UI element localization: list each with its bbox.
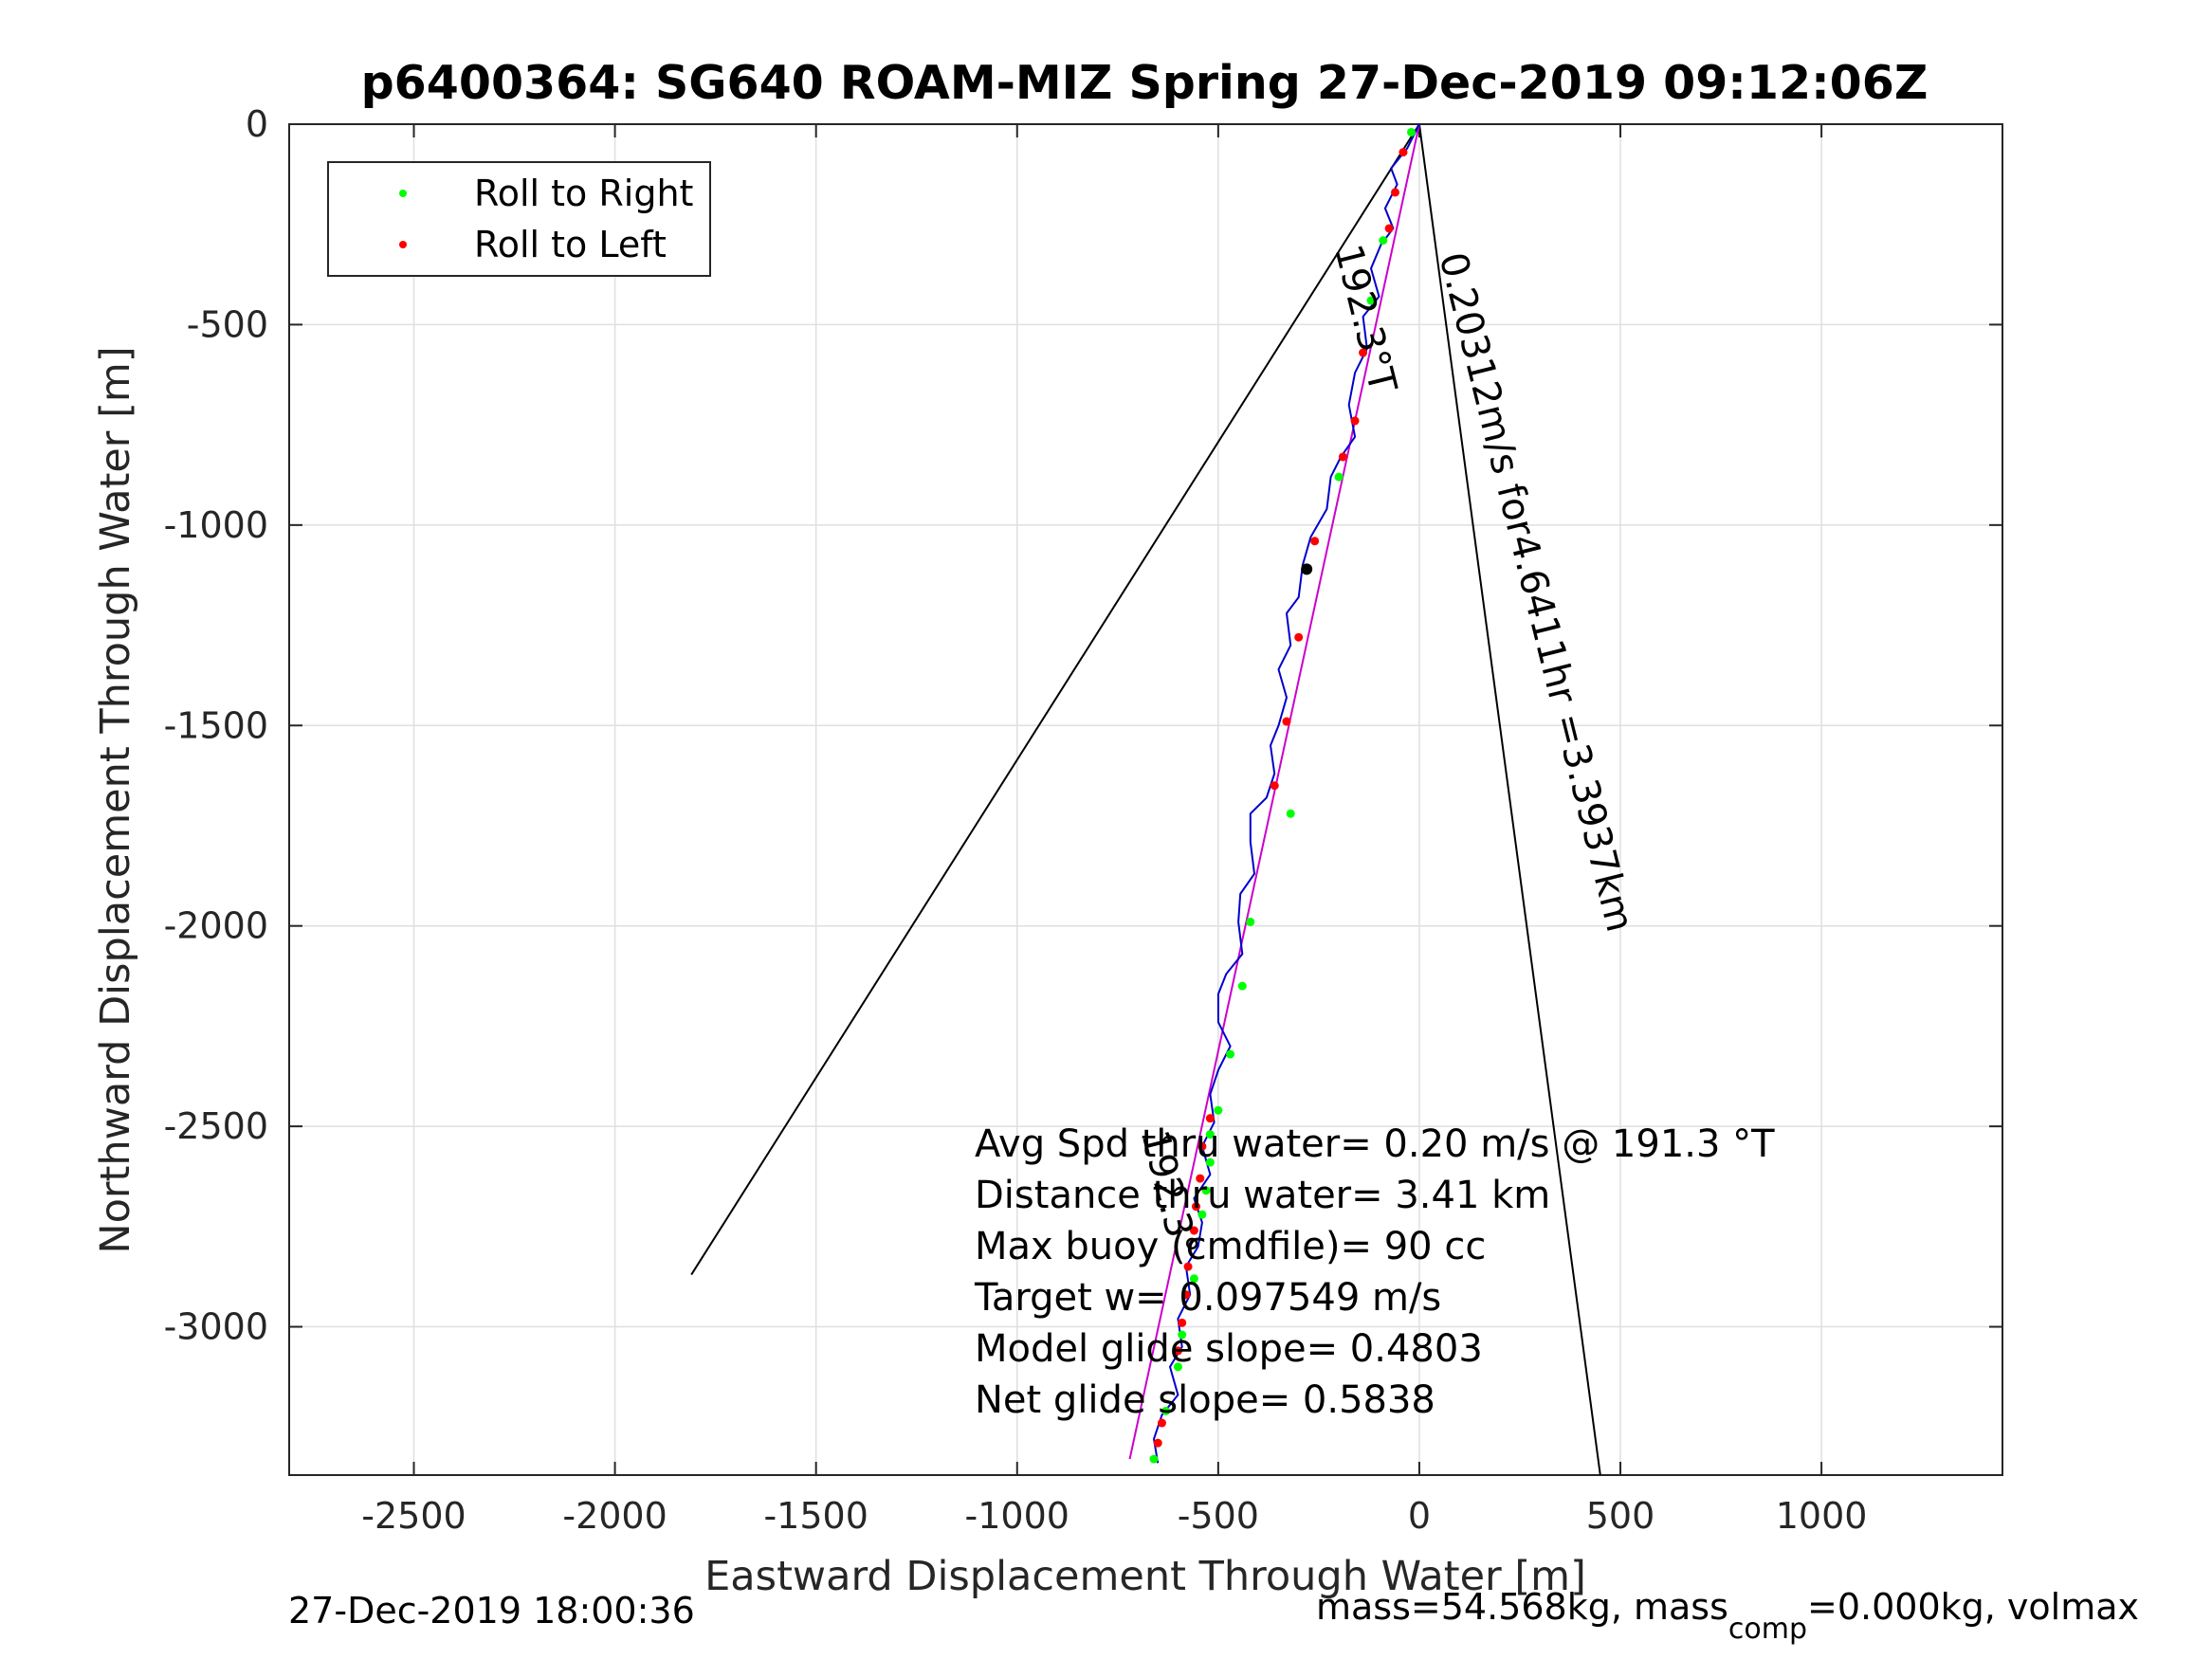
footer-timestamp: 27-Dec-2019 18:00:36 [288,1590,695,1632]
x-tick-label: -2500 [361,1495,466,1537]
heading-line [1128,123,1420,1460]
roll-left-point [1189,1226,1198,1235]
y-tick-label: -1500 [164,704,268,746]
roll-left-point [1384,224,1394,233]
x-tick-label: -500 [1178,1495,1259,1537]
roll-left-point [1205,1114,1215,1123]
roll-left-points [1153,148,1408,1448]
roll-right-point [1178,1330,1187,1340]
annotation-label: 192.3°T [1325,240,1404,397]
y-axis-label: Northward Displacement Through Water [m] [92,346,139,1253]
dive-marker [1301,563,1313,575]
roll-left-point [1196,1174,1205,1183]
roll-left-point [1181,1290,1191,1300]
y-tick-label: -500 [187,303,268,345]
roll-right-point [1205,1130,1215,1139]
roll-right-point [1173,1362,1182,1372]
roll-right-point [1334,472,1344,482]
y-tick-label: -2000 [164,905,268,947]
y-tick-label: -3000 [164,1306,268,1348]
roll-left-point [1270,781,1279,791]
stat-line: Model glide slope= 0.4803 [975,1327,1483,1371]
roll-left-point [1359,348,1368,357]
y-tick-label: -2500 [164,1105,268,1147]
wedge-lines [690,123,1601,1476]
footer-mass-text: mass=54.568kg, mass [1316,1586,1728,1628]
roll-right-points [1149,127,1416,1464]
roll-left-point [1338,452,1347,462]
x-tick-label: 0 [1408,1495,1431,1537]
x-tick-label: -1500 [763,1495,868,1537]
footer-mass-rest: =0.000kg, volmax [1807,1586,2139,1628]
legend-marker-roll-left [399,241,407,248]
roll-left-point [1183,1262,1193,1271]
y-tick-label: -1000 [164,504,268,546]
wedge-line [1417,123,1601,1476]
x-tick-label: -1000 [965,1495,1069,1537]
legend-label-roll-right: Roll to Right [474,173,693,214]
stat-line: Net glide slope= 0.5838 [975,1378,1435,1422]
roll-left-point [1390,188,1399,197]
stats-block: Avg Spd thru water= 0.20 m/s @ 191.3 °T … [974,1122,1775,1422]
roll-right-point [1237,981,1247,991]
legend: Roll to Right Roll to Left [327,161,711,277]
stat-line: Avg Spd thru water= 0.20 m/s @ 191.3 °T [975,1122,1775,1166]
x-ticks: -2500 -2000 -1500 -1000 -500 0 500 1000 [361,124,1867,1537]
roll-left-point [1294,632,1304,642]
x-tick-label: 1000 [1776,1495,1868,1537]
roll-left-point [1157,1418,1166,1428]
x-axis-label: Eastward Displacement Through Water [m] [704,1553,1586,1600]
track-path [1152,123,1420,1464]
roll-right-point [1286,809,1295,818]
track-line [1152,123,1420,1464]
roll-left-point [1178,1318,1187,1327]
roll-right-point [1205,1158,1215,1167]
annotation-label: 0.20312m/s for4.6411hr =3.3937km [1430,248,1641,937]
roll-right-point [1246,917,1255,926]
stat-line: Max buoy (cmdfile)= 90 cc [975,1225,1486,1268]
roll-left-point [1310,537,1320,546]
roll-left-point [1192,1202,1201,1212]
roll-right-point [1189,1274,1198,1284]
dive-marker-point [1301,563,1313,575]
legend-marker-roll-right [399,190,407,197]
y-ticks: 0 -500 -1000 -1500 -2000 -2500 -3000 [164,103,2002,1348]
roll-right-point [1406,127,1416,137]
roll-left-point [1398,148,1408,157]
roll-left-point [1282,717,1291,726]
x-tick-label: 500 [1586,1495,1655,1537]
roll-left-point [1197,1141,1207,1151]
stat-line: Distance thru water= 3.41 km [975,1174,1550,1217]
roll-right-point [1214,1105,1223,1115]
roll-right-point [1366,296,1376,305]
grid [289,123,2002,1475]
footer-mass-info: mass=54.568kg, masscomp=0.000kg, volmax [1316,1586,2139,1646]
annotations: 0.20312m/s for4.6411hr =3.3937km192.3°T1… [1133,240,1642,1260]
roll-left-point [1153,1438,1162,1448]
wedge-line [690,123,1420,1276]
x-tick-label: -2000 [562,1495,667,1537]
heading-line-segment [1128,123,1420,1460]
roll-right-point [1161,1406,1171,1415]
y-tick-label: 0 [246,103,268,145]
legend-box [327,161,711,277]
footer-mass-subscript: comp [1728,1613,1807,1646]
roll-left-point [1173,1346,1182,1356]
roll-right-point [1197,1210,1207,1219]
roll-right-point [1226,1049,1235,1059]
roll-left-point [1350,416,1360,426]
plot-area [288,123,2003,1476]
roll-right-point [1201,1186,1211,1195]
legend-label-roll-left: Roll to Left [474,224,667,265]
roll-right-point [1149,1454,1159,1464]
stat-line: Target w= 0.097549 m/s [974,1276,1441,1320]
chart-title: p6400364: SG640 ROAM-MIZ Spring 27-Dec-2… [361,56,1929,110]
roll-right-point [1379,236,1388,246]
